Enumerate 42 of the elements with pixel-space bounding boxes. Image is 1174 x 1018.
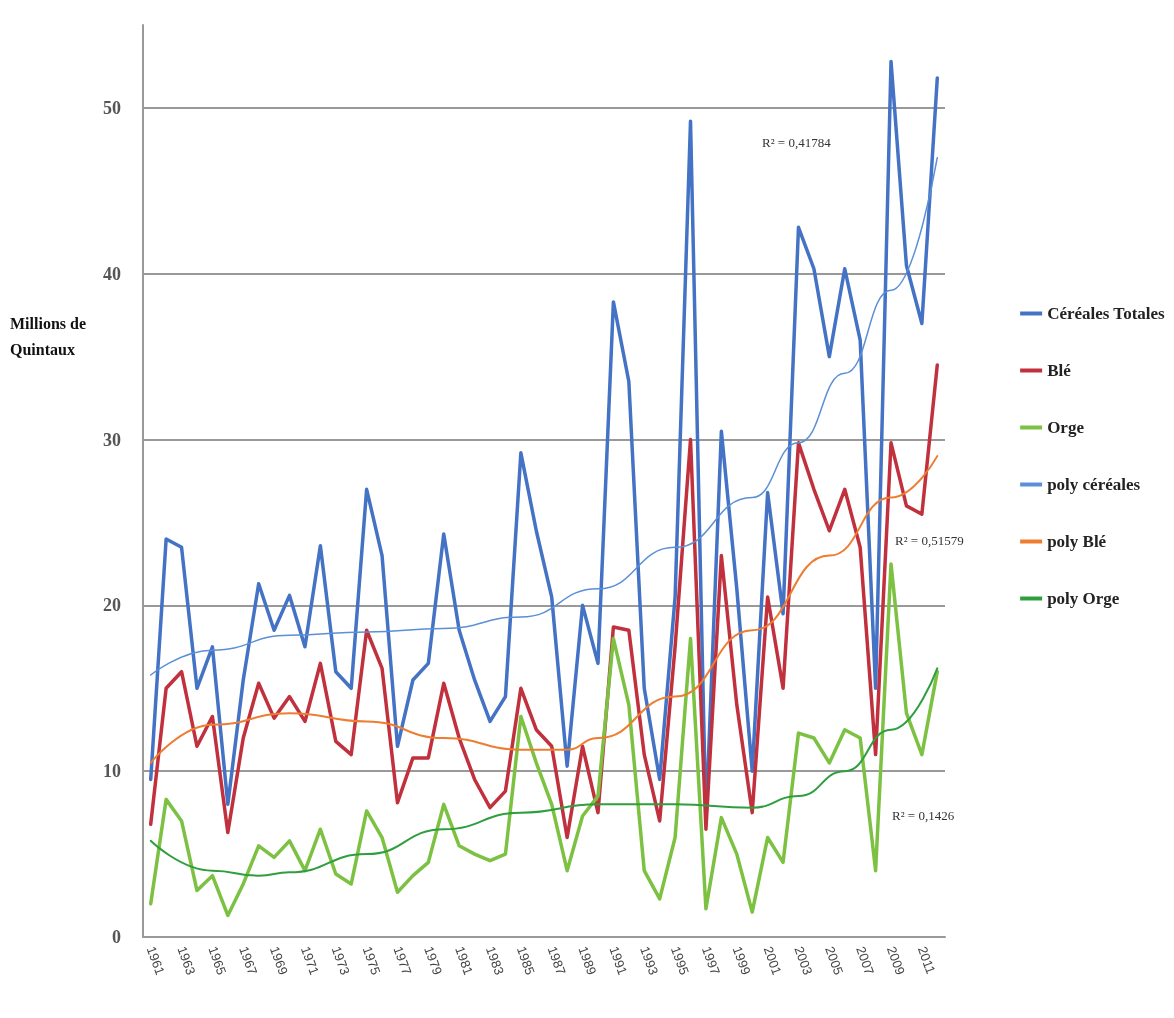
- x-tick-label: 1999: [729, 944, 754, 977]
- x-tick-label: 1963: [174, 944, 199, 977]
- x-tick-label: 1967: [236, 944, 261, 977]
- legend-label: poly Blé: [1047, 532, 1107, 551]
- legend-label: Céréales Totales: [1047, 304, 1166, 323]
- x-tick-label: 1977: [390, 944, 415, 977]
- x-tick-label: 1961: [143, 944, 168, 977]
- x-tick-label: 1969: [267, 944, 292, 977]
- legend-label: Orge: [1047, 418, 1085, 437]
- y-tick-label: 10: [103, 761, 121, 782]
- y-tick-label: 0: [112, 927, 121, 947]
- legend-label: poly céréales: [1047, 475, 1141, 494]
- y-tick-label: 30: [103, 429, 121, 450]
- annotation: R² = 0,51579: [895, 532, 964, 548]
- x-tick-label: 1985: [513, 944, 538, 977]
- x-tick-label: 2001: [760, 944, 785, 977]
- x-tick-label: 1965: [205, 944, 230, 977]
- x-tick-label: 1981: [452, 944, 477, 977]
- x-tick-label: 2009: [883, 944, 908, 977]
- annotation: R² = 0,41784: [762, 134, 832, 150]
- x-tick-label: 1973: [328, 944, 353, 977]
- x-tick-label: 1995: [668, 944, 693, 977]
- x-tick-label: 1991: [606, 944, 631, 977]
- y-tick-label: 20: [103, 595, 121, 616]
- legend-label: poly Orge: [1047, 589, 1120, 608]
- x-tick-label: 1979: [421, 944, 446, 977]
- x-tick-label: 1983: [482, 944, 507, 977]
- annotation: R² = 0,1426: [892, 807, 955, 823]
- x-tick-label: 1993: [637, 944, 662, 977]
- x-tick-label: 1997: [698, 944, 723, 977]
- legend-label: Blé: [1047, 361, 1072, 380]
- x-tick-label: 2011: [914, 944, 939, 976]
- x-tick-label: 1987: [544, 944, 569, 977]
- x-tick-label: 1971: [297, 944, 322, 977]
- y-tick-label: 50: [103, 97, 121, 118]
- x-tick-label: 2003: [791, 944, 816, 977]
- y-tick-label: 40: [103, 263, 121, 284]
- x-tick-label: 2005: [822, 944, 847, 977]
- y-axis-title: Millions de Quintaux: [10, 314, 87, 358]
- x-tick-label: 2007: [853, 944, 878, 977]
- x-tick-label: 1975: [359, 944, 384, 977]
- x-tick-label: 1989: [575, 944, 600, 977]
